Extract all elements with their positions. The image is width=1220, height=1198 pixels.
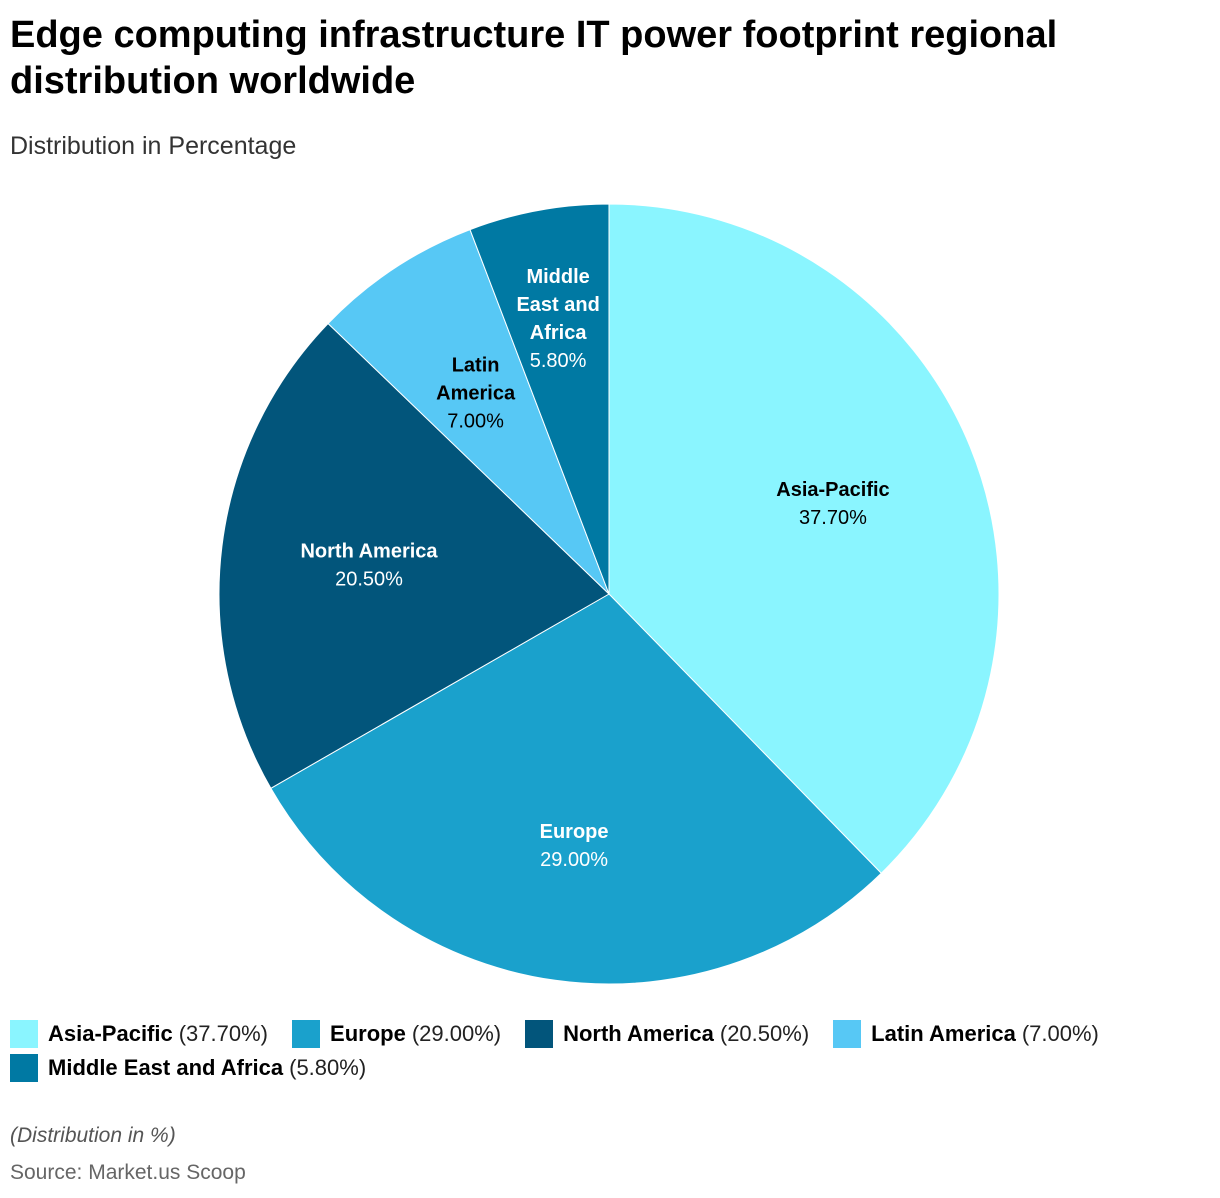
slice-label-asia-pacific: Asia-Pacific 37.70% — [776, 479, 889, 529]
legend-label-europe: Europe — [330, 1021, 406, 1046]
legend-label-asia-pacific: Asia-Pacific — [48, 1021, 173, 1046]
slice-label-value-north-america: 20.50% — [335, 568, 403, 590]
legend-swatch-middle-east-and-africa — [10, 1054, 38, 1082]
slice-label-value-middle-east-and-africa: 5.80% — [530, 350, 587, 372]
legend-swatch-europe — [292, 1020, 321, 1048]
slice-label-name-asia-pacific: Asia-Pacific — [776, 479, 889, 501]
chart-source: Source: Market.us Scoop — [10, 1161, 246, 1184]
slice-label-name-middle-east-and-africa: East and — [516, 294, 599, 316]
slice-label-value-asia-pacific: 37.70% — [799, 507, 867, 529]
legend-item-europe[interactable]: Europe (29.00%) — [292, 1020, 501, 1048]
slice-label-name-latin-america: Latin — [452, 354, 500, 376]
legend-value-north-america: (20.50%) — [719, 1021, 810, 1046]
slice-label-name-middle-east-and-africa: Africa — [530, 322, 588, 344]
legend-swatch-asia-pacific — [10, 1020, 38, 1048]
slice-label-name-north-america: North America — [300, 540, 438, 562]
legend-swatch-latin-america — [833, 1020, 862, 1048]
slice-label-north-america: North America 20.50% — [300, 540, 438, 590]
legend-value-asia-pacific: (37.70%) — [178, 1021, 269, 1046]
legend-label-north-america: North America — [563, 1021, 714, 1046]
pie-slice-europe[interactable] — [270, 593, 882, 985]
chart-subtitle: Distribution in Percentage — [10, 132, 297, 160]
chart-note: (Distribution in %) — [10, 1124, 176, 1147]
slice-label-middle-east-and-africa: Middle East and Africa 5.80% — [516, 266, 599, 372]
slice-label-value-latin-america: 7.00% — [447, 410, 504, 432]
legend-label-latin-america: Latin America — [871, 1021, 1016, 1046]
pie-slice-labels: Asia-Pacific 37.70% Europe 29.00% North Amer… — [300, 266, 889, 871]
slice-label-value-europe: 29.00% — [540, 849, 608, 871]
slice-label-latin-america: Latin America 7.00% — [436, 354, 516, 432]
pie-slice-north-america[interactable] — [218, 322, 610, 789]
legend-item-middle-east-and-africa[interactable]: Middle East and Africa (5.80%) — [10, 1054, 366, 1082]
pie-chart: Asia-Pacific 37.70% Europe 29.00% North Amer… — [218, 203, 1000, 985]
legend-item-latin-america[interactable]: Latin America (7.00%) — [833, 1020, 1099, 1048]
legend-item-asia-pacific[interactable]: Asia-Pacific (37.70%) — [10, 1020, 268, 1048]
pie-slice-latin-america[interactable] — [327, 228, 610, 595]
legend-item-north-america[interactable]: North America (20.50%) — [525, 1020, 809, 1048]
slice-label-europe: Europe 29.00% — [540, 821, 609, 871]
legend-swatch-north-america — [525, 1020, 554, 1048]
chart-title: Edge computing infrastructure IT power f… — [10, 14, 1058, 102]
pie-slice-asia-pacific[interactable] — [608, 203, 1000, 874]
chart-legend: Asia-Pacific (37.70%) Europe (29.00%) No… — [10, 1020, 1210, 1082]
legend-value-latin-america: (7.00%) — [1021, 1021, 1099, 1046]
slice-label-name-latin-america: America — [436, 382, 516, 404]
pie-slices — [218, 203, 1000, 985]
slice-label-name-europe: Europe — [540, 821, 609, 843]
slice-label-name-middle-east-and-africa: Middle — [526, 266, 589, 288]
pie-slice-middle-east-and-africa[interactable] — [469, 203, 610, 595]
legend-value-europe: (29.00%) — [411, 1021, 502, 1046]
legend-value-middle-east-and-africa: (5.80%) — [289, 1055, 367, 1080]
legend-label-middle-east-and-africa: Middle East and Africa — [48, 1055, 284, 1080]
